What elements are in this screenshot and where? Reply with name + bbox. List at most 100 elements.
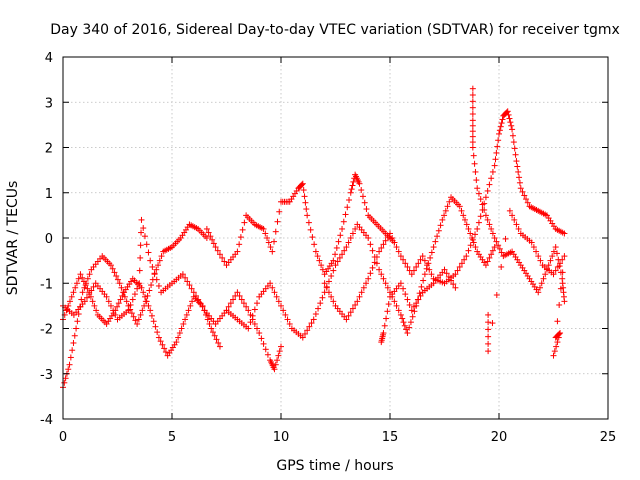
- data-point: [273, 293, 280, 300]
- data-point: [208, 325, 215, 332]
- data-point: [125, 307, 132, 314]
- x-tick-label: 0: [59, 430, 67, 445]
- data-point: [66, 298, 73, 305]
- data-point: [344, 204, 351, 211]
- data-point: [497, 123, 504, 130]
- data-point: [435, 227, 442, 234]
- data-point: [454, 267, 461, 274]
- x-axis-label: GPS time / hours: [276, 458, 393, 474]
- data-point: [340, 218, 347, 225]
- data-point: [511, 145, 518, 152]
- x-tick-label: 5: [168, 430, 176, 445]
- data-point: [140, 289, 147, 296]
- data-point: [416, 290, 423, 297]
- data-point: [469, 139, 476, 146]
- data-point: [421, 257, 428, 264]
- data-point: [550, 271, 557, 278]
- data-point: [488, 251, 495, 258]
- data-point: [356, 180, 363, 187]
- data-point: [408, 271, 415, 278]
- data-point: [378, 271, 385, 278]
- data-point: [461, 256, 468, 263]
- data-point: [328, 273, 335, 280]
- data-point: [213, 336, 220, 343]
- data-point: [145, 302, 152, 309]
- data-point: [505, 111, 512, 118]
- data-point: [112, 311, 119, 318]
- data-point: [486, 221, 493, 228]
- data-point: [123, 298, 130, 305]
- data-point: [312, 248, 319, 255]
- data-point: [382, 280, 389, 287]
- data-point: [65, 366, 72, 373]
- data-point: [130, 313, 137, 320]
- data-point: [521, 192, 528, 199]
- data-point: [470, 152, 477, 159]
- data-point: [221, 258, 228, 265]
- data-point: [489, 168, 496, 175]
- data-point: [506, 207, 513, 214]
- data-point: [189, 298, 196, 305]
- data-point: [399, 315, 406, 322]
- data-point: [143, 298, 150, 305]
- data-point: [245, 307, 252, 314]
- data-point: [312, 311, 319, 318]
- data-point: [319, 294, 326, 301]
- data-point: [93, 307, 100, 314]
- data-point: [513, 221, 520, 228]
- data-point: [162, 349, 169, 356]
- data-point: [258, 335, 265, 342]
- data-point: [154, 329, 161, 336]
- data-point: [107, 262, 114, 269]
- data-point: [260, 340, 267, 347]
- data-point: [469, 133, 476, 140]
- data-point: [456, 263, 463, 270]
- data-point: [493, 149, 500, 156]
- data-point: [471, 160, 478, 167]
- data-point: [185, 307, 192, 314]
- data-point: [307, 226, 314, 233]
- data-point: [410, 267, 417, 274]
- data-point: [314, 253, 321, 260]
- data-point: [384, 234, 391, 241]
- data-point: [492, 156, 499, 163]
- data-point: [239, 226, 246, 233]
- data-point: [216, 251, 223, 258]
- data-point: [553, 343, 560, 350]
- data-point: [417, 256, 424, 263]
- data-point: [238, 296, 245, 303]
- data-point: [545, 262, 552, 269]
- data-point: [550, 248, 557, 255]
- data-point: [465, 225, 472, 232]
- data-point: [430, 244, 437, 251]
- data-point: [275, 352, 282, 359]
- data-point: [380, 241, 387, 248]
- data-point: [494, 143, 501, 150]
- data-point: [542, 271, 549, 278]
- y-tick-label: -4: [40, 413, 53, 428]
- data-point: [138, 216, 145, 223]
- data-point: [311, 241, 318, 248]
- y-tick-label: -1: [40, 277, 53, 292]
- data-point: [491, 162, 498, 169]
- data-point: [121, 293, 128, 300]
- data-point: [535, 253, 542, 260]
- data-point: [376, 266, 383, 273]
- data-point: [103, 293, 110, 300]
- data-point: [427, 254, 434, 261]
- data-point: [267, 244, 274, 251]
- x-tick-label: 25: [600, 430, 617, 445]
- data-point: [533, 248, 540, 255]
- data-point: [302, 199, 309, 206]
- data-point: [80, 278, 87, 285]
- data-point: [135, 316, 142, 323]
- data-point: [90, 283, 97, 290]
- data-point: [127, 301, 134, 308]
- data-point: [469, 98, 476, 105]
- data-point: [260, 225, 267, 232]
- data-point: [216, 343, 223, 350]
- data-point: [559, 269, 566, 276]
- data-point: [347, 189, 354, 196]
- data-point: [561, 253, 568, 260]
- axes: 0 5 10 15 20 25 -4 -3 -2 -1 0 1 2 3 4: [40, 51, 616, 445]
